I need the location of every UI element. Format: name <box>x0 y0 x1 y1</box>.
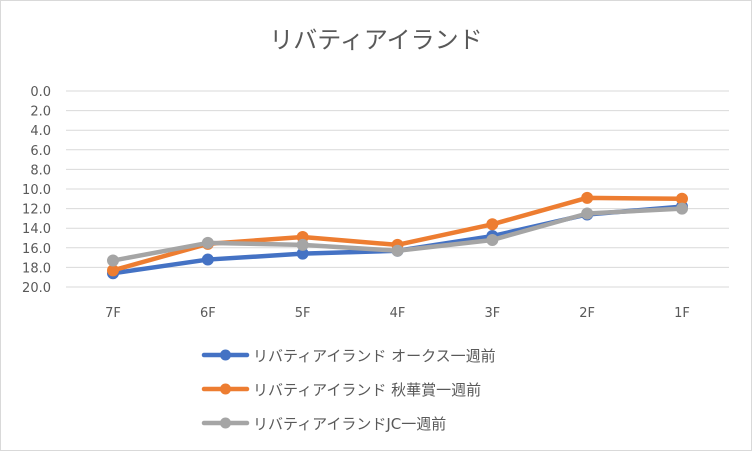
data-point <box>296 238 309 251</box>
data-point <box>107 254 119 267</box>
x-tick-label: 2F <box>579 306 595 321</box>
y-tick-label: 0.0 <box>30 85 51 100</box>
y-tick-label: 18.0 <box>22 261 51 276</box>
legend-marker <box>220 383 231 395</box>
legend-marker <box>220 417 231 429</box>
data-point <box>581 191 594 204</box>
legend-item: リバティアイランドJC一週前 <box>201 415 446 433</box>
legend-label: リバティアイランドJC一週前 <box>253 415 446 433</box>
data-point <box>676 202 688 215</box>
legend-label: リバティアイランド 秋華賞一週前 <box>253 381 481 399</box>
data-point <box>581 207 594 220</box>
data-point <box>201 236 214 249</box>
y-tick-label: 10.0 <box>22 183 51 198</box>
x-tick-label: 5F <box>295 306 311 321</box>
x-tick-label: 3F <box>484 306 500 321</box>
chart-title: リバティアイランド <box>269 26 482 54</box>
x-tick-label: 4F <box>390 306 406 321</box>
y-tick-label: 14.0 <box>22 222 51 237</box>
x-axis-ticks: 7F 6F 5F 4F 3F 2F 1F <box>105 306 690 321</box>
x-tick-label: 7F <box>105 306 121 321</box>
y-axis-ticks: 0.0 2.0 4.0 6.0 8.0 10.0 12.0 14.0 16.0 18.0 20.0 <box>22 85 51 296</box>
series-layer <box>107 191 688 280</box>
y-tick-label: 20.0 <box>22 281 51 296</box>
y-tick-label: 6.0 <box>30 144 51 159</box>
y-tick-label: 16.0 <box>22 242 51 257</box>
data-point <box>391 244 404 257</box>
legend-item: リバティアイランド 秋華賞一週前 <box>201 381 481 399</box>
x-tick-label: 1F <box>674 306 690 321</box>
y-tick-label: 4.0 <box>30 124 51 139</box>
legend-item: リバティアイランド オークス一週前 <box>201 347 496 365</box>
data-point <box>201 253 214 266</box>
series-3 <box>107 202 688 267</box>
y-tick-label: 8.0 <box>30 163 51 178</box>
y-tick-label: 2.0 <box>30 105 51 120</box>
data-point <box>486 233 499 246</box>
legend-marker <box>220 349 231 361</box>
x-tick-label: 6F <box>200 306 216 321</box>
y-tick-label: 12.0 <box>22 203 51 218</box>
legend-label: リバティアイランド オークス一週前 <box>253 347 496 365</box>
data-point <box>486 218 499 231</box>
